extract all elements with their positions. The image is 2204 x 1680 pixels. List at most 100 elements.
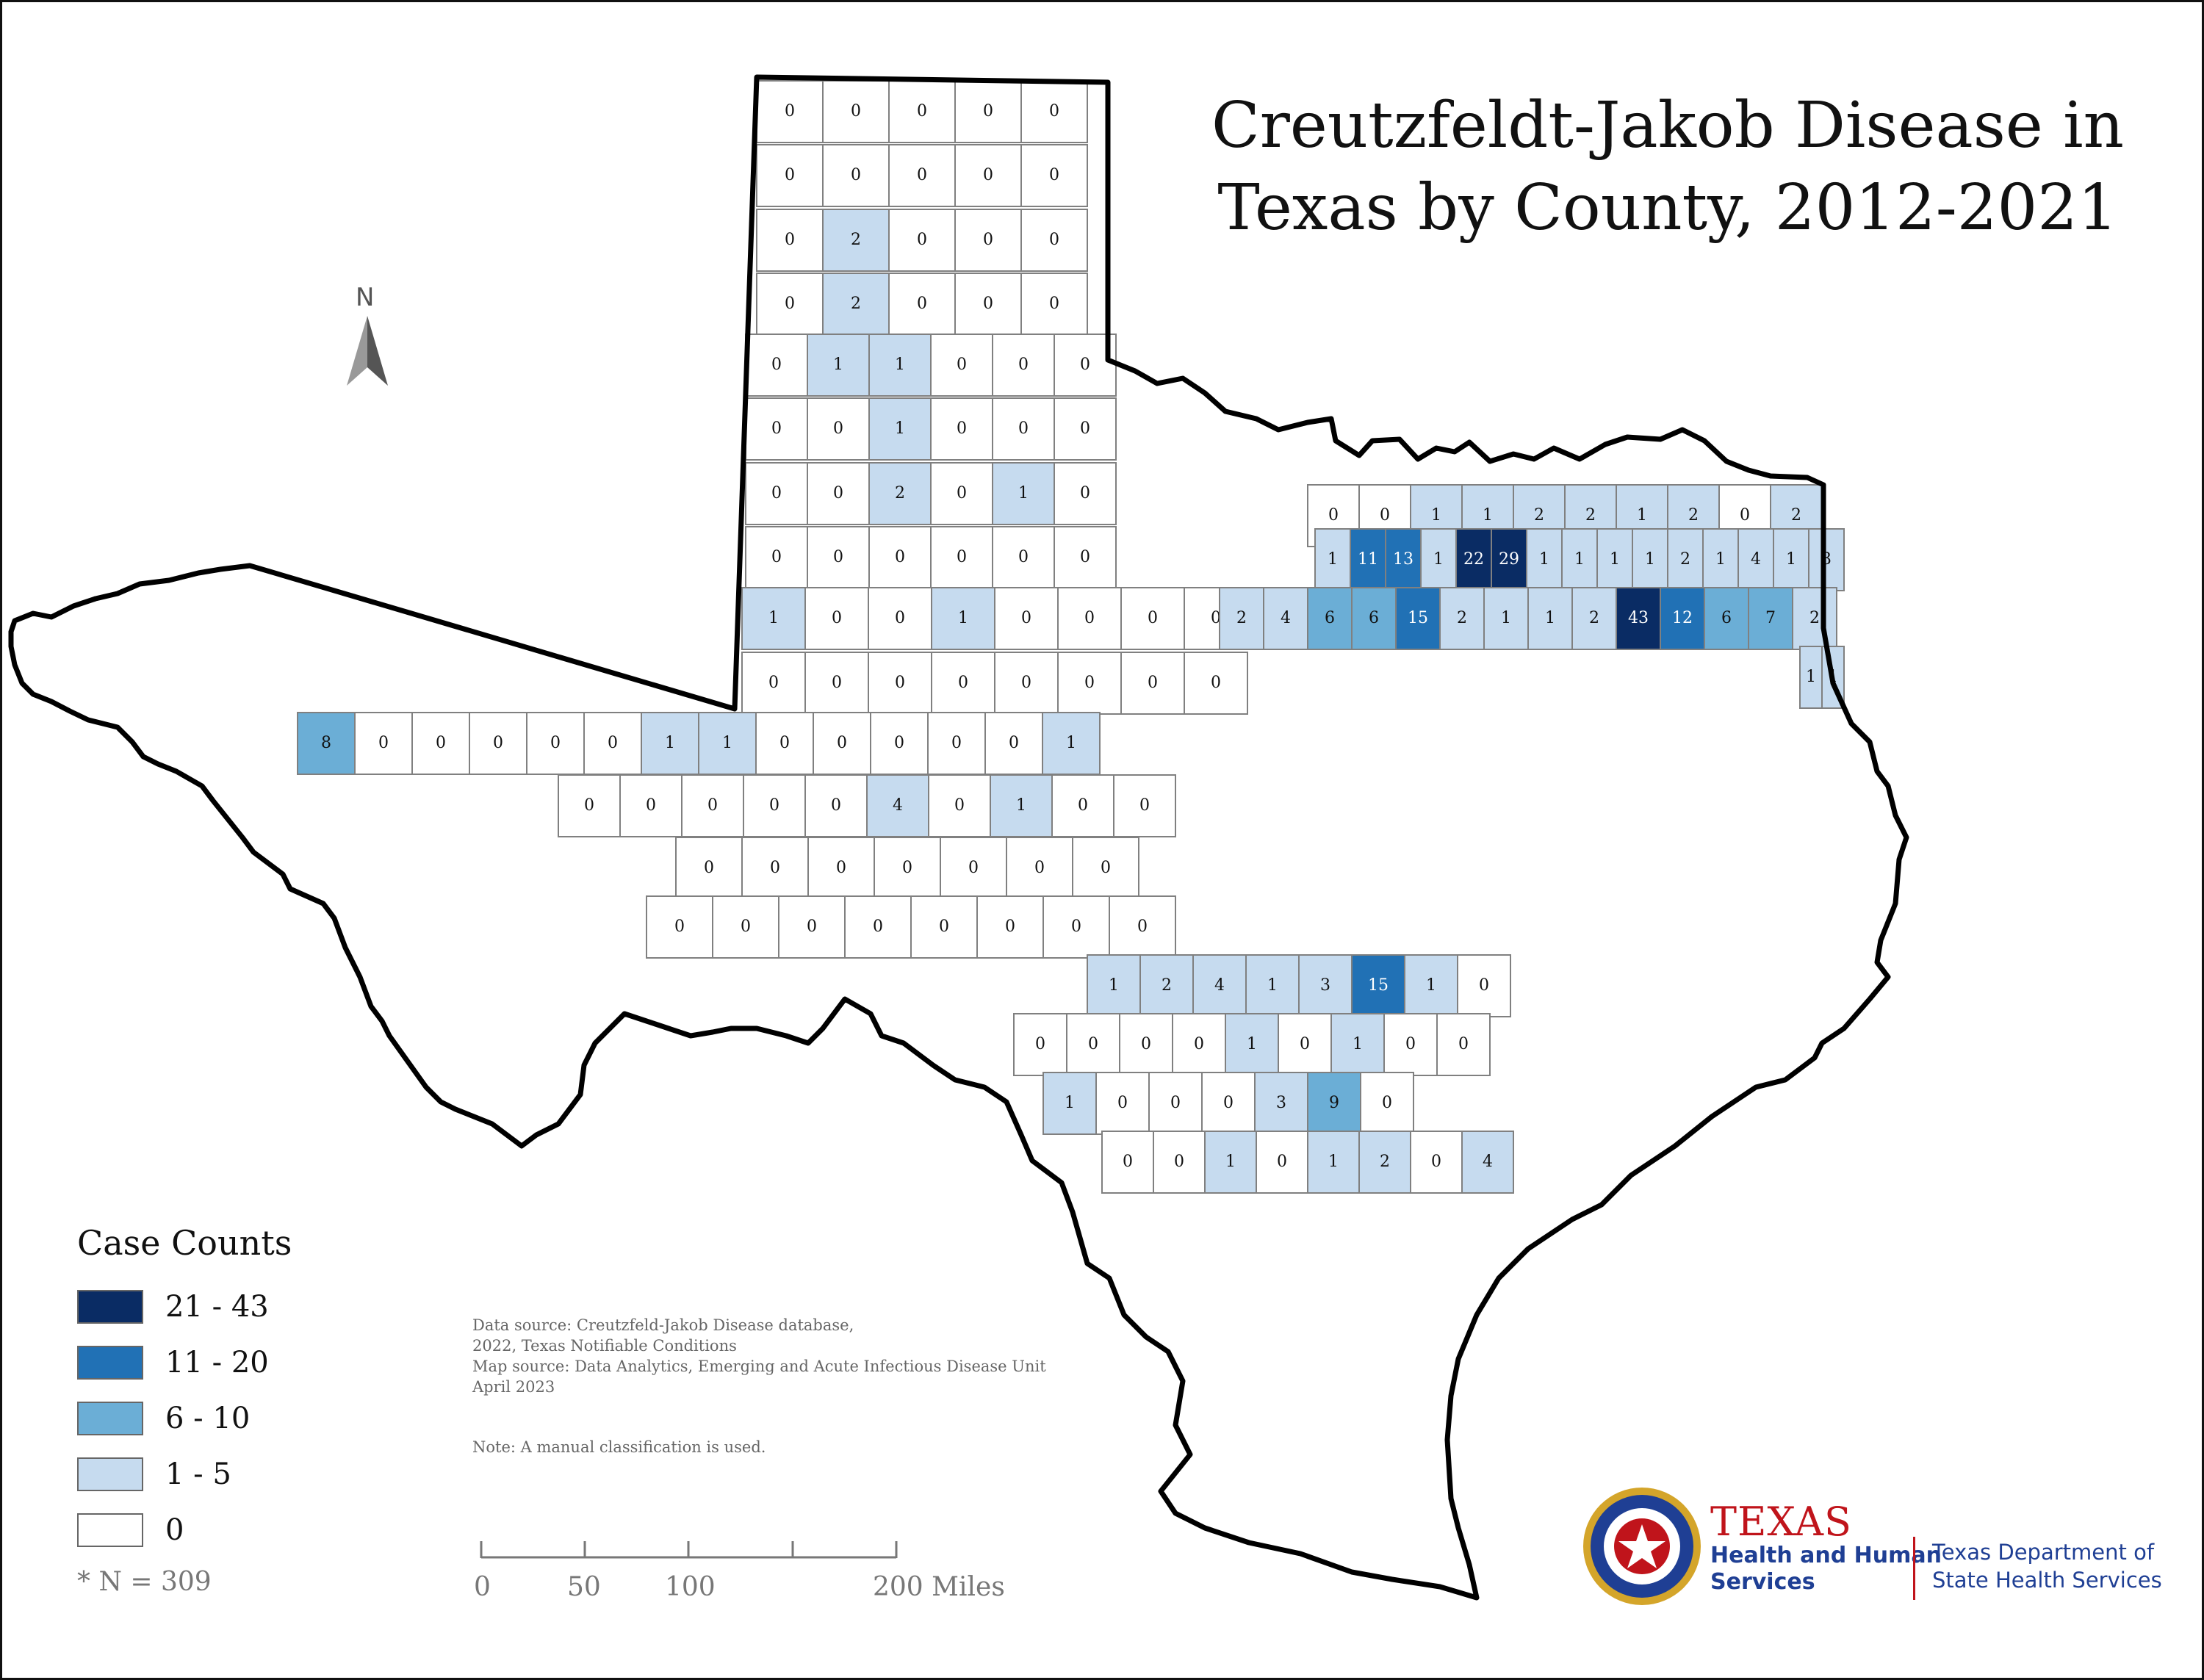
county-shape: [976, 895, 1044, 959]
county-count-label: 0: [1123, 1153, 1133, 1171]
county-count-label: 1: [1637, 506, 1647, 524]
county-shape: [1808, 528, 1845, 591]
county-count-label: 0: [851, 166, 861, 184]
county-count-label: 0: [917, 166, 927, 184]
county-count-label: 7: [1765, 609, 1776, 627]
county-count-label: 0: [832, 609, 842, 627]
county-count-label: 0: [833, 548, 843, 566]
county-shape: [1358, 1131, 1411, 1194]
county-shape: [1298, 954, 1353, 1017]
county-shape: [1120, 587, 1185, 650]
county-count-label: 0: [1021, 674, 1031, 692]
logo-hhs-text: Health and Human Services: [1710, 1543, 1942, 1596]
data-source-text: Data source: Creutzfeld-Jakob Disease da…: [472, 1315, 1134, 1397]
county-shape: [1113, 774, 1176, 837]
county-count-label: 13: [1393, 550, 1413, 569]
county-count-label: 0: [873, 917, 883, 936]
county-shape: [1436, 1013, 1491, 1076]
county-shape: [1066, 1013, 1120, 1076]
county-count-label: 1: [1501, 609, 1511, 627]
county-count-label: 1: [1433, 550, 1444, 569]
county-count-label: 0: [771, 419, 782, 438]
county-count-label: 0: [768, 674, 779, 692]
county-count-label: 2: [1688, 506, 1699, 524]
county-count-label: 43: [1628, 609, 1649, 627]
county-count-label: 0: [1211, 674, 1221, 692]
map-title: Creutzfeldt-Jakob Disease in Texas by Co…: [1175, 84, 2160, 249]
county-shape: [1667, 528, 1704, 591]
county-shape: [1307, 1072, 1361, 1135]
county-count-label: 12: [1672, 609, 1693, 627]
county-count-label: 0: [983, 295, 993, 313]
legend: Case Counts 21 - 43 11 - 20 6 - 10 1 - 5…: [77, 1223, 386, 1597]
county-shape: [822, 144, 890, 207]
county-count-label: 3: [1320, 976, 1330, 995]
county-shape: [1153, 1131, 1206, 1194]
county-shape: [1455, 528, 1492, 591]
county-count-label: 15: [1408, 609, 1428, 627]
county-count-label: 0: [1170, 1094, 1181, 1112]
county-shape: [1395, 587, 1441, 650]
county-count-label: 0: [957, 548, 967, 566]
scale-label: 100: [665, 1572, 716, 1602]
county-count-label: 0: [785, 166, 795, 184]
county-shape: [927, 712, 986, 775]
county-shape: [1172, 1013, 1226, 1076]
county-shape: [675, 837, 743, 900]
county-count-label: 0: [917, 231, 927, 249]
county-count-label: 0: [983, 231, 993, 249]
county-count-label: 0: [939, 917, 949, 936]
county-shape: [1054, 462, 1117, 525]
county-shape: [619, 774, 683, 837]
county-count-label: 0: [968, 859, 979, 877]
county-shape: [469, 712, 527, 775]
source-line: Map source: Data Analytics, Emerging and…: [472, 1358, 1046, 1375]
county-shape: [1225, 1013, 1279, 1076]
county-shape: [992, 462, 1055, 525]
county-shape: [813, 712, 871, 775]
county-shape: [1737, 528, 1774, 591]
county-shape: [1095, 1072, 1150, 1135]
scale-label: 200 Miles: [873, 1572, 1005, 1602]
county-count-label: 0: [831, 796, 841, 815]
legend-item: 6 - 10: [77, 1391, 386, 1446]
county-count-label: 0: [917, 295, 927, 313]
county-shape: [1307, 1131, 1360, 1194]
legend-total: * N = 309: [77, 1567, 212, 1597]
county-count-label: 9: [1329, 1094, 1339, 1112]
county-count-label: 0: [895, 548, 905, 566]
county-shape: [1799, 646, 1823, 709]
county-shape: [1410, 1131, 1463, 1194]
county-count-label: 0: [608, 734, 618, 752]
county-shape: [1204, 1131, 1257, 1194]
county-count-label: 0: [958, 674, 968, 692]
county-shape: [354, 712, 413, 775]
legend-swatch: [77, 1290, 143, 1324]
county-shape: [1101, 1131, 1154, 1194]
texas-state-outline: [8, 74, 1909, 1601]
county-shape: [755, 712, 814, 775]
county-count-label: 0: [837, 734, 847, 752]
county-count-label: 0: [983, 102, 993, 120]
county-shape: [1254, 1072, 1308, 1135]
legend-swatch: [77, 1513, 143, 1547]
county-shape: [1660, 587, 1705, 650]
county-count-label: 0: [704, 859, 714, 877]
county-count-label: 0: [493, 734, 503, 752]
county-count-label: 0: [1479, 976, 1489, 995]
county-count-label: 0: [1080, 548, 1090, 566]
county-shape: [1020, 80, 1088, 143]
county-count-label: 0: [1223, 1094, 1234, 1112]
county-shape: [1020, 209, 1088, 272]
county-count-label: 0: [1080, 484, 1090, 502]
county-shape: [870, 712, 929, 775]
county-count-label: 1: [1426, 976, 1436, 995]
county-count-label: 0: [674, 917, 685, 936]
hhs-seal-icon: [1583, 1488, 1701, 1605]
county-count-label: 0: [1174, 1153, 1184, 1171]
county-count-label: 0: [1080, 419, 1090, 438]
county-shape: [1054, 526, 1117, 589]
county-count-label: 0: [1137, 917, 1148, 936]
county-count-label: 0: [1018, 548, 1029, 566]
county-count-label: 29: [1499, 550, 1519, 569]
